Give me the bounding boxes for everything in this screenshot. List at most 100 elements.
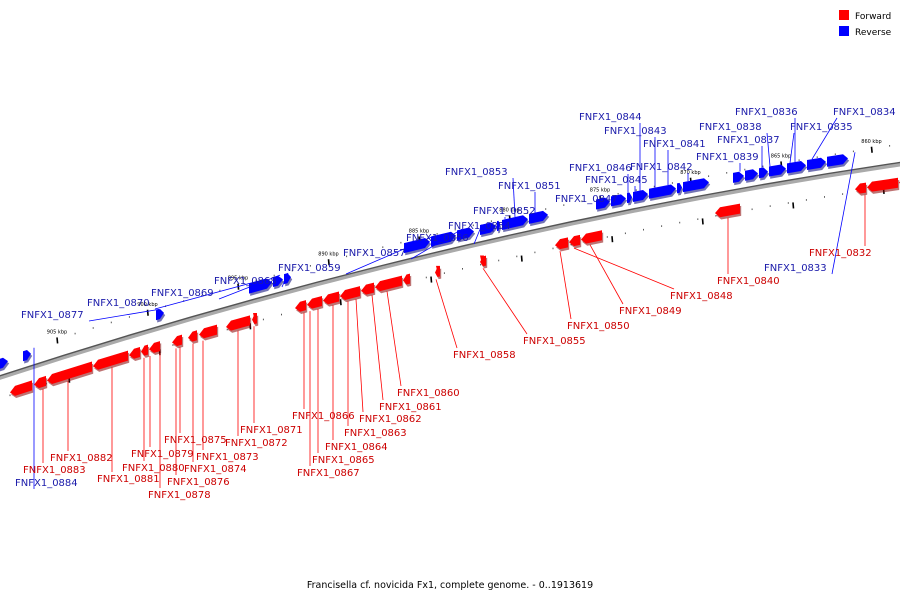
gene-arrow-reverse[interactable] bbox=[249, 278, 272, 294]
gene-arrow-forward[interactable] bbox=[34, 375, 46, 389]
gene-label[interactable]: FNFX1_0856 bbox=[406, 233, 469, 244]
gene-arrow-forward[interactable] bbox=[715, 203, 740, 218]
gene-arrow-reverse[interactable] bbox=[502, 215, 528, 230]
gene-arrow-reverse[interactable] bbox=[404, 237, 430, 254]
gene-label[interactable]: FNFX1_0853 bbox=[445, 167, 508, 178]
gene-label[interactable]: FNFX1_0855 bbox=[523, 336, 586, 347]
gene-label[interactable]: FNFX1_0877 bbox=[21, 310, 84, 321]
gene-arrow-reverse[interactable] bbox=[733, 171, 744, 183]
gene-label[interactable]: FNFX1_0845 bbox=[585, 175, 648, 186]
gene-label[interactable]: FNFX1_0873 bbox=[196, 452, 259, 463]
gene-arrow-forward[interactable] bbox=[199, 324, 217, 339]
gene-label[interactable]: FNFX1_0841 bbox=[643, 139, 706, 150]
gene-label[interactable]: FNFX1_0872 bbox=[225, 438, 288, 449]
gene-label[interactable]: FNFX1_0876 bbox=[167, 477, 230, 488]
gene-label[interactable]: FNFX1_0847 bbox=[555, 194, 618, 205]
gene-label[interactable]: FNFX1_0874 bbox=[184, 464, 247, 475]
gene-arrow-reverse[interactable] bbox=[759, 167, 768, 179]
gene-arrow-forward[interactable] bbox=[307, 295, 322, 309]
gene-arrow-reverse[interactable] bbox=[480, 222, 496, 235]
gene-arrow-forward[interactable] bbox=[226, 315, 250, 331]
gene-arrow-reverse[interactable] bbox=[627, 192, 632, 204]
gene-arrow-forward[interactable] bbox=[569, 234, 580, 247]
gene-label[interactable]: FNFX1_0861 bbox=[379, 402, 442, 413]
gene-label[interactable]: FNFX1_0881 bbox=[97, 474, 160, 485]
gene-label[interactable]: FNFX1_0880 bbox=[122, 463, 185, 474]
gene-label[interactable]: FNFX1_0833 bbox=[764, 263, 827, 274]
gene-arrow-forward[interactable] bbox=[855, 182, 866, 194]
gene-arrow-reverse[interactable] bbox=[633, 189, 648, 202]
gene-label[interactable]: FNFX1_0867 bbox=[297, 468, 360, 479]
gene-label[interactable]: FNFX1_0854 bbox=[448, 221, 511, 232]
gene-label[interactable]: FNFX1_0860 bbox=[397, 388, 460, 399]
gene-arrow-small[interactable] bbox=[25, 351, 29, 361]
gene-arrow-reverse[interactable] bbox=[787, 161, 806, 174]
gene-label[interactable]: FNFX1_0837 bbox=[717, 135, 780, 146]
gene-label[interactable]: FNFX1_0843 bbox=[604, 126, 667, 137]
gene-arrow-reverse[interactable] bbox=[683, 178, 709, 193]
gene-arrow-forward[interactable] bbox=[480, 255, 486, 267]
gene-arrow-reverse[interactable] bbox=[457, 227, 474, 241]
gene-arrow-forward[interactable] bbox=[149, 341, 160, 353]
gene-label[interactable]: FNFX1_0859 bbox=[278, 263, 341, 274]
gene-arrow-reverse[interactable] bbox=[677, 182, 682, 194]
gene-arrow-forward[interactable] bbox=[340, 286, 360, 300]
gene-arrow-forward[interactable] bbox=[129, 346, 140, 359]
gene-label[interactable]: FNFX1_0882 bbox=[50, 453, 113, 464]
gene-arrow-forward[interactable] bbox=[188, 330, 197, 342]
gene-label[interactable]: FNFX1_0866 bbox=[292, 411, 355, 422]
gene-label[interactable]: FNFX1_0852 bbox=[473, 206, 536, 217]
gene-arrow-reverse[interactable] bbox=[529, 210, 548, 224]
gene-label[interactable]: FNFX1_0835 bbox=[790, 122, 853, 133]
gene-label[interactable]: FNFX1_0858 bbox=[453, 350, 516, 361]
gene-label[interactable]: FNFX1_0836 bbox=[735, 107, 798, 118]
gene-arrow-reverse[interactable] bbox=[745, 169, 758, 181]
gene-label[interactable]: FNFX1_0863 bbox=[344, 428, 407, 439]
gene-label[interactable]: FNFX1_0851 bbox=[498, 181, 561, 192]
gene-arrow-reverse[interactable] bbox=[769, 164, 786, 177]
gene-arrow-forward[interactable] bbox=[93, 350, 128, 370]
gene-arrow-reverse[interactable] bbox=[649, 184, 676, 199]
gene-label[interactable]: FNFX1_0838 bbox=[699, 122, 762, 133]
gene-label[interactable]: FNFX1_0862 bbox=[359, 414, 422, 425]
gene-arrow-forward[interactable] bbox=[375, 275, 402, 292]
gene-label[interactable]: FNFX1_0846 bbox=[569, 163, 632, 174]
gene-arrow-forward[interactable] bbox=[555, 237, 568, 250]
gene-arrow-forward[interactable] bbox=[141, 344, 148, 356]
gene-label[interactable]: FNFX1_0879 bbox=[131, 449, 194, 460]
gene-arrow-small[interactable] bbox=[436, 265, 440, 275]
gene-label[interactable]: FNFX1_0884 bbox=[15, 478, 78, 489]
gene-label[interactable]: FNFX1_0849 bbox=[619, 306, 682, 317]
gene-label[interactable]: FNFX1_0840 bbox=[717, 276, 780, 287]
gene-label[interactable]: FNFX1_0857 bbox=[343, 248, 406, 259]
gene-label[interactable]: FNFX1_0865 bbox=[312, 455, 375, 466]
gene-arrow-forward[interactable] bbox=[867, 177, 898, 192]
gene-arrow-forward[interactable] bbox=[323, 291, 339, 305]
gene-label[interactable]: FNFX1_0878 bbox=[148, 490, 211, 501]
gene-label[interactable]: FNFX1_0869 bbox=[151, 288, 214, 299]
gene-arrow-reverse[interactable] bbox=[497, 220, 500, 232]
gene-label[interactable]: FNFX1_0850 bbox=[567, 321, 630, 332]
gene-arrow-reverse[interactable] bbox=[807, 157, 826, 171]
gene-label[interactable]: FNFX1_0832 bbox=[809, 248, 872, 259]
gene-arrow-reverse[interactable] bbox=[0, 357, 8, 371]
gene-label[interactable]: FNFX1_0844 bbox=[579, 112, 642, 123]
gene-label[interactable]: FNFX1_0868 bbox=[214, 276, 277, 287]
gene-arrow-reverse[interactable] bbox=[611, 194, 626, 207]
gene-arrow-forward[interactable] bbox=[47, 361, 92, 385]
gene-arrow-forward[interactable] bbox=[10, 380, 32, 396]
gene-arrow-reverse[interactable] bbox=[827, 154, 848, 167]
gene-arrow-reverse[interactable] bbox=[273, 275, 283, 288]
gene-arrow-reverse[interactable] bbox=[596, 197, 610, 210]
gene-label[interactable]: FNFX1_0870 bbox=[87, 298, 150, 309]
gene-label[interactable]: FNFX1_0864 bbox=[325, 442, 388, 453]
gene-arrow-forward[interactable] bbox=[172, 334, 182, 347]
gene-arrow-reverse[interactable] bbox=[284, 273, 291, 285]
gene-label[interactable]: FNFX1_0842 bbox=[630, 162, 693, 173]
gene-arrow-forward[interactable] bbox=[295, 300, 306, 312]
gene-arrow-forward[interactable] bbox=[403, 273, 410, 285]
gene-label[interactable]: FNFX1_0839 bbox=[696, 152, 759, 163]
gene-arrow-small[interactable] bbox=[253, 312, 257, 322]
gene-arrow-reverse[interactable] bbox=[431, 231, 456, 247]
gene-label[interactable]: FNFX1_0875 bbox=[164, 435, 227, 446]
